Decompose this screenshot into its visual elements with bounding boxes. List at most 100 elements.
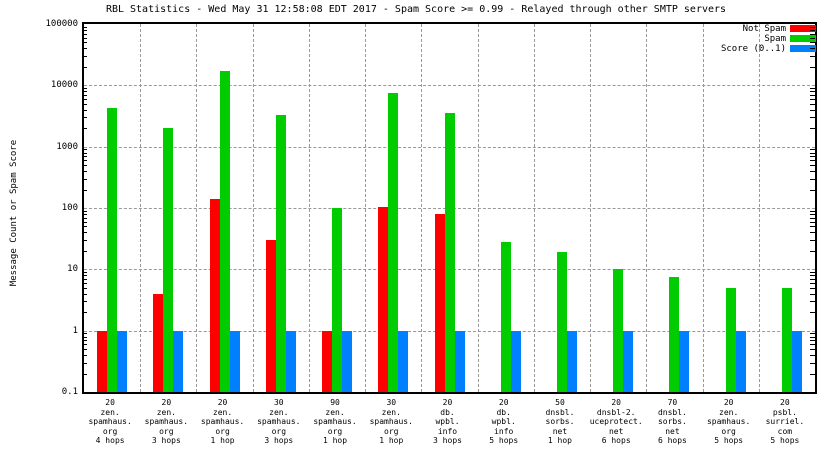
bar-spam	[163, 128, 174, 392]
y-minor-tick	[82, 189, 87, 191]
x-tick-line: 1 hop	[547, 436, 572, 445]
bar-notspam	[322, 330, 333, 392]
y-minor-tick	[82, 128, 87, 130]
y-axis-label: Message Count or Spam Score	[9, 139, 19, 287]
y-minor-tick	[82, 340, 87, 342]
x-tick-line: zen.	[325, 407, 345, 417]
y-minor-tick	[82, 88, 87, 90]
x-tick-label: 20 zen. spamhaus. org 5 hops	[689, 398, 769, 446]
y-minor-tick	[82, 226, 87, 228]
x-tick-line: 5 hops	[489, 436, 519, 445]
y-minor-tick	[82, 240, 87, 242]
chart-legend: Not Spam Spam Score (0..1)	[721, 24, 816, 54]
y-minor-tick	[82, 171, 87, 173]
vertical-gridline	[533, 24, 535, 392]
x-tick-line: db.	[440, 407, 455, 417]
x-tick-line: dnsbl.	[657, 407, 687, 417]
y-minor-tick	[82, 56, 87, 58]
bar-spam	[388, 92, 399, 392]
y-minor-tick	[810, 42, 815, 44]
y-minor-tick	[810, 336, 815, 338]
x-tick-line: 20	[161, 398, 172, 407]
x-tick-label: 20 dnsbl-2. uceprotect. net 6 hops	[576, 398, 656, 446]
x-tick-line: 5 hops	[770, 436, 800, 445]
plot-area	[82, 22, 817, 394]
bar-group	[209, 24, 240, 392]
y-minor-tick	[810, 333, 815, 335]
legend-entry: Score (0..1)	[721, 44, 816, 54]
x-tick-line: spamhaus.	[257, 417, 301, 426]
y-minor-tick	[82, 221, 87, 223]
y-minor-tick	[82, 178, 87, 180]
bar-spam	[275, 114, 286, 392]
x-tick-line: org	[271, 426, 287, 436]
x-tick-line: spamhaus.	[144, 417, 189, 426]
y-axis-tick-labels: 100000 10000 1000 100 10 1 0.1	[0, 19, 78, 397]
x-tick-line: 6 hops	[601, 436, 631, 445]
x-tick-line: zen.	[156, 407, 176, 417]
x-tick-label: 50 dnsbl. sorbs. net 1 hop	[520, 398, 600, 446]
y-minor-tick	[82, 336, 87, 338]
y-minor-tick	[82, 94, 87, 96]
x-tick-line: zen.	[100, 407, 120, 417]
y-minor-tick	[82, 333, 87, 335]
x-tick-line: zen.	[212, 407, 233, 417]
x-tick-line: spamhaus.	[369, 417, 413, 426]
y-tick-label: 100000	[45, 19, 78, 29]
y-minor-tick	[82, 272, 87, 274]
y-minor-tick	[810, 355, 815, 357]
bar-score	[173, 330, 184, 392]
y-minor-tick	[82, 37, 87, 39]
y-minor-tick	[82, 117, 87, 119]
bar-spam	[725, 287, 736, 392]
x-tick-line: zen.	[719, 407, 739, 417]
x-tick-line: net	[665, 426, 680, 436]
y-minor-tick	[82, 103, 87, 105]
x-tick-line: org	[159, 426, 174, 436]
y-minor-tick	[810, 128, 815, 130]
bar-notspam	[209, 199, 220, 392]
x-tick-line: 6 hops	[657, 436, 687, 445]
bar-score	[510, 330, 521, 392]
x-tick-line: 90	[330, 398, 340, 407]
y-minor-tick	[810, 117, 815, 119]
x-tick-line: org	[721, 426, 736, 436]
vertical-gridline	[702, 24, 704, 392]
x-tick-line: net	[608, 426, 624, 436]
y-minor-tick	[82, 362, 87, 364]
y-minor-tick	[810, 226, 815, 228]
y-minor-tick	[810, 250, 815, 252]
x-tick-line: 30	[386, 398, 397, 407]
bar-group	[378, 24, 409, 392]
bar-score	[623, 330, 634, 392]
x-tick-line: 3 hops	[151, 436, 181, 445]
bar-group	[547, 24, 577, 392]
y-minor-tick	[82, 293, 87, 295]
y-minor-tick	[82, 152, 87, 154]
x-tick-line: 5 hops	[714, 436, 744, 445]
bar-score	[285, 330, 296, 392]
x-tick-line: 20	[780, 398, 790, 407]
bar-spam	[669, 277, 680, 392]
x-tick-label: 20 psbl. surriel. com 5 hops	[745, 398, 825, 446]
x-tick-line: spamhaus.	[706, 417, 751, 426]
x-tick-line: zen.	[381, 407, 401, 417]
bar-spam	[332, 208, 343, 392]
y-minor-tick	[810, 282, 815, 284]
y-minor-tick	[810, 98, 815, 100]
y-tick-label: 0.1	[61, 387, 78, 397]
bar-score	[791, 330, 802, 392]
x-tick-line: 20	[723, 398, 734, 407]
vertical-gridline	[646, 24, 648, 392]
y-minor-tick	[810, 91, 815, 93]
y-minor-tick	[810, 278, 815, 280]
x-tick-line: org	[384, 426, 399, 436]
bar-spam	[500, 241, 511, 392]
bar-group	[603, 24, 634, 392]
y-minor-tick	[810, 287, 815, 289]
vertical-gridline	[140, 24, 142, 392]
vertical-gridline	[590, 24, 592, 392]
bar-group	[491, 24, 521, 392]
vertical-gridline	[421, 24, 423, 392]
y-minor-tick	[810, 240, 815, 242]
